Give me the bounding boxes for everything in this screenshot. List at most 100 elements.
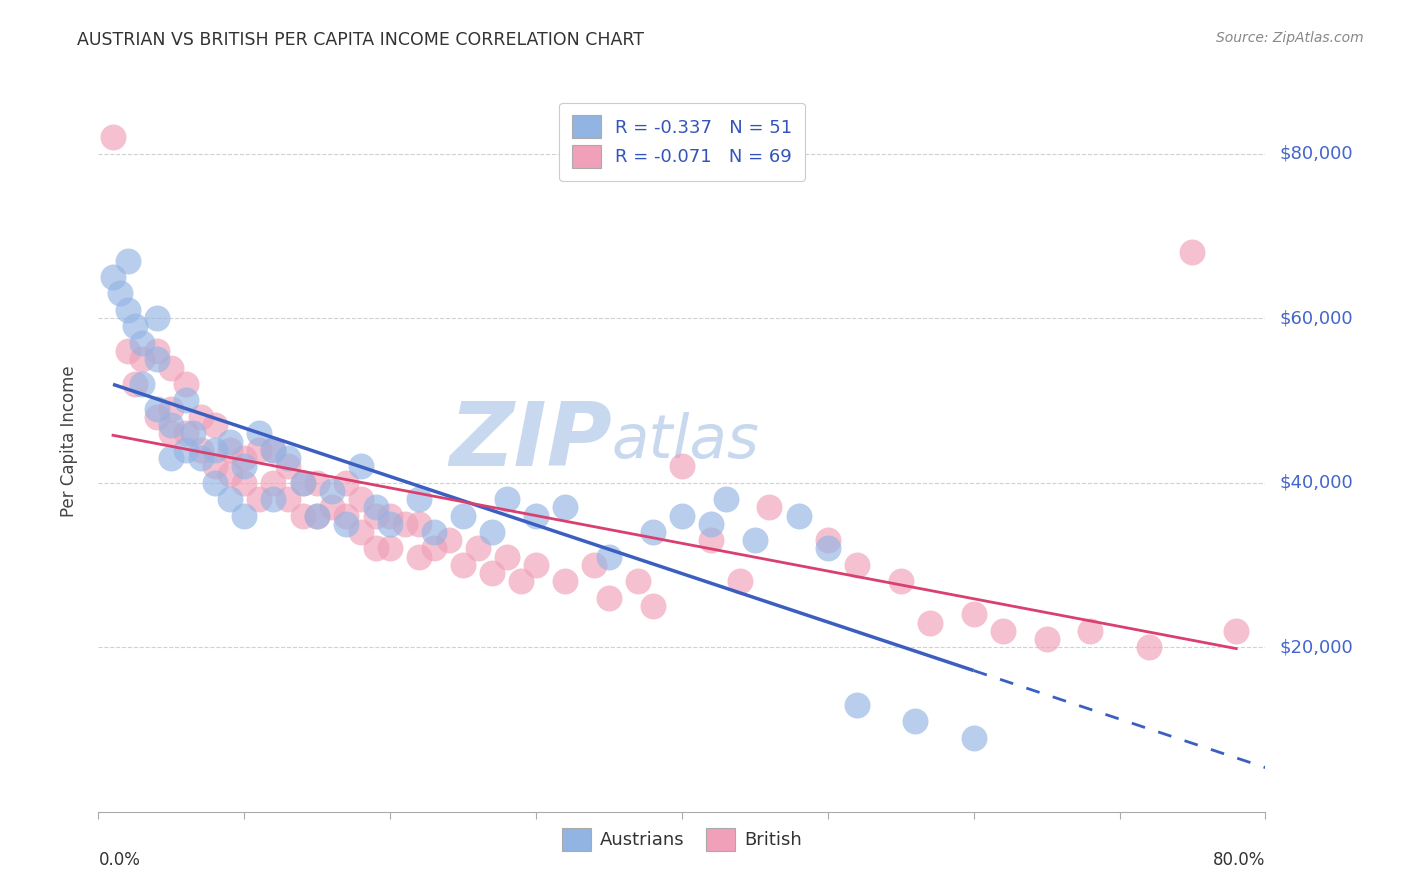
Point	[291, 475, 314, 490]
Point	[700, 516, 723, 531]
Point	[627, 574, 650, 589]
Text: $80,000: $80,000	[1279, 145, 1353, 162]
Point	[160, 426, 183, 441]
Point	[890, 574, 912, 589]
Point	[204, 442, 226, 457]
Point	[335, 516, 357, 531]
Point	[350, 492, 373, 507]
Point	[307, 508, 329, 523]
Point	[247, 492, 270, 507]
Point	[160, 360, 183, 375]
Point	[218, 434, 240, 449]
Point	[467, 541, 489, 556]
Point	[700, 533, 723, 548]
Point	[131, 376, 153, 391]
Text: $60,000: $60,000	[1279, 310, 1353, 327]
Point	[481, 566, 503, 581]
Point	[437, 533, 460, 548]
Point	[554, 500, 576, 515]
Point	[1181, 245, 1204, 260]
Point	[233, 475, 256, 490]
Point	[247, 442, 270, 457]
Point	[846, 698, 869, 712]
Point	[394, 516, 416, 531]
Text: $20,000: $20,000	[1279, 638, 1353, 657]
Point	[291, 508, 314, 523]
Point	[554, 574, 576, 589]
Point	[174, 393, 197, 408]
Point	[117, 253, 139, 268]
Point	[190, 442, 212, 457]
Point	[204, 459, 226, 474]
Text: AUSTRIAN VS BRITISH PER CAPITA INCOME CORRELATION CHART: AUSTRIAN VS BRITISH PER CAPITA INCOME CO…	[77, 31, 644, 49]
Text: ZIP: ZIP	[449, 398, 612, 485]
Point	[408, 492, 430, 507]
Point	[918, 615, 941, 630]
Point	[110, 286, 132, 301]
Point	[204, 418, 226, 433]
Point	[671, 459, 693, 474]
Point	[817, 533, 839, 548]
Point	[262, 442, 284, 457]
Point	[451, 558, 474, 572]
Y-axis label: Per Capita Income: Per Capita Income	[59, 366, 77, 517]
Point	[846, 558, 869, 572]
Point	[641, 524, 664, 539]
Point	[233, 508, 256, 523]
Point	[904, 714, 927, 729]
Point	[160, 418, 183, 433]
Point	[277, 450, 299, 465]
Point	[262, 442, 284, 457]
Point	[174, 442, 197, 457]
Point	[335, 508, 357, 523]
Point	[481, 524, 503, 539]
Point	[218, 442, 240, 457]
Point	[160, 401, 183, 416]
Point	[962, 731, 984, 745]
Point	[218, 467, 240, 482]
Point	[714, 492, 737, 507]
Text: Source: ZipAtlas.com: Source: ZipAtlas.com	[1216, 31, 1364, 45]
Point	[817, 541, 839, 556]
Point	[758, 500, 780, 515]
Point	[524, 558, 547, 572]
Point	[787, 508, 810, 523]
Point	[451, 508, 474, 523]
Point	[204, 475, 226, 490]
Point	[262, 492, 284, 507]
Point	[146, 352, 169, 367]
Point	[146, 344, 169, 359]
Point	[262, 475, 284, 490]
Point	[744, 533, 766, 548]
Point	[160, 450, 183, 465]
Point	[496, 492, 519, 507]
Point	[146, 311, 169, 326]
Point	[131, 335, 153, 350]
Point	[408, 549, 430, 564]
Point	[1225, 624, 1247, 638]
Point	[380, 541, 402, 556]
Text: 0.0%: 0.0%	[98, 851, 141, 869]
Point	[1137, 640, 1160, 655]
Point	[117, 302, 139, 317]
Point	[423, 541, 446, 556]
Point	[131, 352, 153, 367]
Point	[423, 524, 446, 539]
Point	[174, 426, 197, 441]
Point	[233, 459, 256, 474]
Point	[117, 344, 139, 359]
Point	[364, 500, 387, 515]
Point	[962, 607, 984, 622]
Point	[510, 574, 533, 589]
Point	[101, 270, 124, 285]
Point	[641, 599, 664, 613]
Point	[291, 475, 314, 490]
Point	[598, 549, 620, 564]
Point	[321, 483, 343, 498]
Point	[174, 376, 197, 391]
Point	[524, 508, 547, 523]
Point	[408, 516, 430, 531]
Point	[598, 591, 620, 605]
Point	[146, 409, 169, 424]
Point	[181, 426, 204, 441]
